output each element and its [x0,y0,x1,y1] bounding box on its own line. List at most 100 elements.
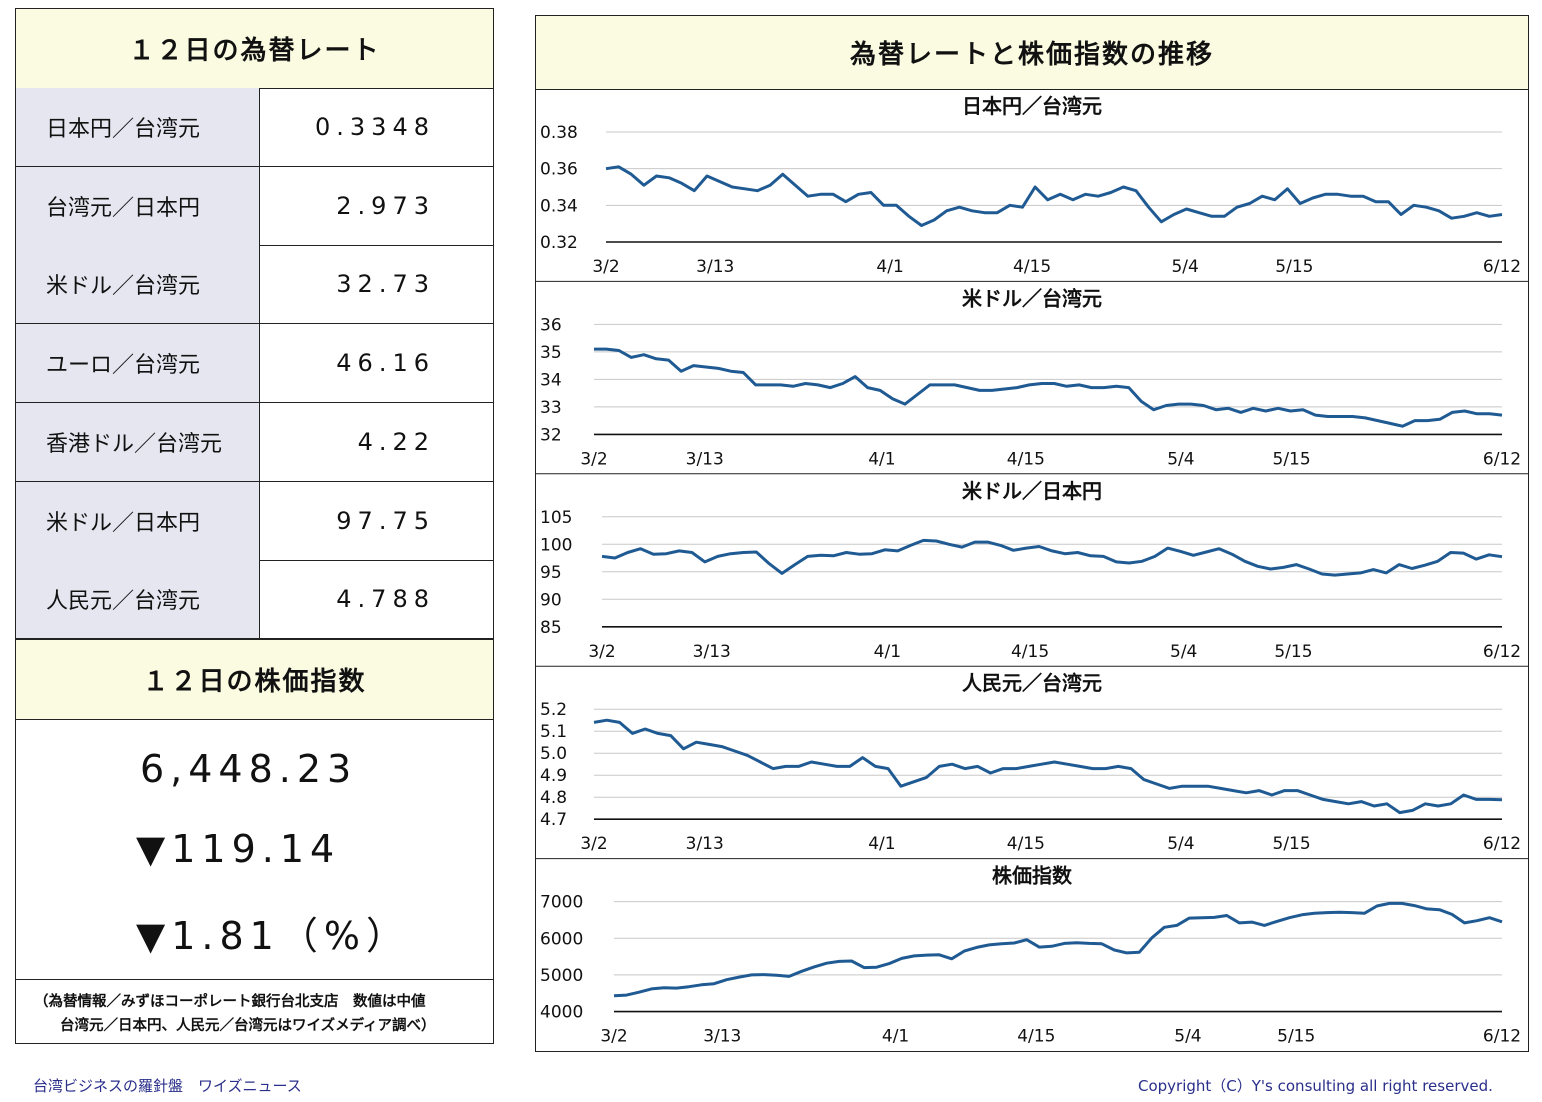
chart-title: 米ドル／台湾元 [962,286,1102,310]
chart-title: 人民元／台湾元 [962,671,1102,695]
y-tick-label: 105 [540,508,572,528]
rate-row: 香港ドル／台湾元 4.22 [16,402,493,482]
x-tick-label: 3/2 [580,449,607,469]
x-tick-label: 3/13 [686,834,724,854]
rate-label: 台湾元／日本円 [16,166,260,245]
x-tick-label: 5/4 [1174,1027,1201,1047]
y-tick-label: 34 [540,370,562,390]
rate-row: 米ドル／台湾元 32.73 [16,245,493,325]
series-line [601,538,1503,577]
x-tick-label: 4/15 [1007,834,1045,854]
rate-label: 香港ドル／台湾元 [16,402,260,481]
x-tick-label: 5/15 [1275,257,1313,277]
x-tick-label: 4/15 [1017,1027,1055,1047]
y-tick-label: 0.34 [540,196,578,216]
rate-value: 46.16 [336,349,435,378]
footer-left: 台湾ビジネスの羅針盤 ワイズニュース [33,1077,302,1095]
x-tick-label: 4/1 [876,257,903,277]
rate-value: 32.73 [336,270,435,299]
x-tick-label: 5/15 [1273,834,1311,854]
x-tick-label: 4/1 [874,642,901,662]
footer-right: Copyright（C）Y's consulting all right res… [1138,1077,1493,1095]
x-tick-label: 3/2 [580,834,607,854]
x-tick-label: 5/15 [1273,449,1311,469]
rate-label: 日本円／台湾元 [16,88,260,166]
x-tick-label: 5/15 [1274,642,1312,662]
x-tick-label: 5/4 [1167,449,1194,469]
rate-label: 米ドル／日本円 [16,481,260,560]
charts-svg: 日本円／台湾元 0.38 0.36 0.34 0.32 3/2 3/13 4/1 4/15 5/4… [536,94,1528,1047]
rate-value: 4.22 [357,427,435,456]
y-tick-label: 0.32 [540,233,578,253]
y-tick-label: 32 [540,425,562,445]
series-line [593,718,1503,815]
y-tick-label: 36 [540,315,562,335]
y-tick-label: 85 [540,618,562,638]
x-tick-label: 6/12 [1483,257,1521,277]
stock-index: 6,448.23 [140,747,358,791]
x-tick-label: 5/4 [1167,834,1194,854]
rate-label: ユーロ／台湾元 [16,324,260,403]
y-tick-label: 4000 [540,1003,583,1023]
rate-value: 4.788 [336,585,435,614]
y-tick-label: 5000 [540,966,583,986]
rate-label: 人民元／台湾元 [16,560,260,639]
rates-title: １２日の為替レート [16,9,493,89]
y-tick-label: 0.36 [540,160,578,180]
rate-row: 人民元／台湾元 4.788 [16,560,493,640]
x-tick-label: 3/13 [693,642,731,662]
x-tick-label: 4/15 [1013,257,1051,277]
x-tick-label: 6/12 [1483,642,1521,662]
chart-panel: 株価指数 7000 6000 5000 4000 3/2 3/13 4/1 4/15 5/4 5/1… [536,858,1528,1047]
y-tick-label: 6000 [540,929,583,949]
chart-panel: 米ドル／日本円 105 100 95 90 85 3/2 3/13 4/1 4/15 5/4 5/15… [536,473,1528,662]
x-tick-label: 3/13 [696,257,734,277]
x-tick-label: 3/13 [703,1027,741,1047]
chart-title: 米ドル／日本円 [962,479,1102,503]
y-tick-label: 5.2 [540,700,567,720]
rate-value: 97.75 [336,506,435,535]
rate-row: 米ドル／日本円 97.75 [16,481,493,561]
x-tick-label: 6/12 [1483,1027,1521,1047]
stock-change: ▼119.14 [136,827,341,871]
x-tick-label: 4/1 [868,834,895,854]
x-tick-label: 4/15 [1011,642,1049,662]
chart-panel: 人民元／台湾元 5.25.15.04.94.84.7 3/2 3/13 4/1 4/15 5… [536,665,1528,854]
x-tick-label: 4/15 [1007,449,1045,469]
rate-row: ユーロ／台湾元 46.16 [16,324,493,404]
y-tick-label: 4.8 [540,788,567,808]
chart-title: 株価指数 [992,864,1073,888]
y-tick-label: 7000 [540,893,583,913]
y-tick-label: 4.9 [540,766,567,786]
stock-title: １２日の株価指数 [16,639,493,720]
rate-value: 0.3348 [315,113,435,141]
x-tick-label: 6/12 [1483,449,1521,469]
y-tick-label: 33 [540,398,562,418]
y-tick-label: 95 [540,563,562,583]
x-tick-label: 3/2 [588,642,615,662]
chart-panel: 米ドル／台湾元 36 35 34 33 32 3/2 3/13 4/1 4/15 5/4 5/15 6/… [536,280,1528,469]
x-tick-label: 3/2 [600,1027,627,1047]
y-tick-label: 90 [540,590,562,610]
y-tick-label: 5.0 [540,744,567,764]
rate-value: 2.973 [336,191,435,220]
y-tick-label: 100 [540,535,572,555]
chart-panel: 日本円／台湾元 0.38 0.36 0.34 0.32 3/2 3/13 4/1 4/15 5/4… [540,94,1521,277]
x-tick-label: 4/1 [868,449,895,469]
x-tick-label: 3/13 [686,449,724,469]
y-tick-label: 5.1 [540,722,567,742]
x-tick-label: 4/1 [882,1027,909,1047]
series-line [605,165,1503,227]
y-tick-label: 4.7 [540,810,567,830]
x-tick-label: 6/12 [1483,834,1521,854]
y-tick-label: 35 [540,343,562,363]
note-line-2: 台湾元／日本円、人民元／台湾元はワイズメディア調べ） [60,1018,436,1034]
charts-title: 為替レートと株価指数の推移 [536,16,1528,90]
chart-title: 日本円／台湾元 [962,94,1102,118]
rate-row: 日本円／台湾元 0.3348 [16,88,493,167]
y-tick-label: 0.38 [540,123,578,143]
rates-panel: １２日の為替レート 日本円／台湾元 0.3348 台湾元／日本円 2.973 米ドル／台… [15,8,494,1044]
series-line [594,347,1503,428]
x-tick-label: 5/15 [1277,1027,1315,1047]
source-note: （為替情報／みずほコーポレート銀行台北支店 数値は中値 台湾元／日本円、人民元／… [16,979,493,1043]
